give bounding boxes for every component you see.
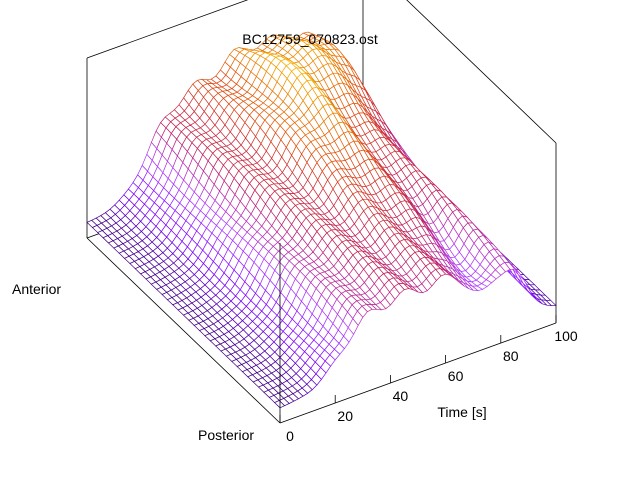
box-edge	[279, 322, 557, 424]
x-tick-label: 20	[337, 408, 353, 424]
y-axis-label-posterior: Posterior	[198, 427, 254, 443]
y-axis-label-anterior: Anterior	[12, 281, 61, 297]
x-axis-ticks: 0 20 40 60 80 100	[279, 315, 578, 444]
x-tick-label: 80	[503, 348, 519, 364]
x-axis-label: Time [s]	[437, 404, 486, 420]
box-edge	[406, 0, 557, 144]
x-tick-label: 0	[286, 428, 294, 444]
x-tick-label: 40	[393, 388, 409, 404]
x-tick-label: 100	[554, 328, 578, 344]
box-edge	[86, 237, 281, 424]
box-edge	[86, 0, 249, 59]
surface-mesh	[86, 31, 557, 409]
chart-title: BC12759_070823.ost	[242, 31, 378, 47]
bounding-box-front	[86, 237, 557, 424]
x-tick-label: 60	[448, 368, 464, 384]
